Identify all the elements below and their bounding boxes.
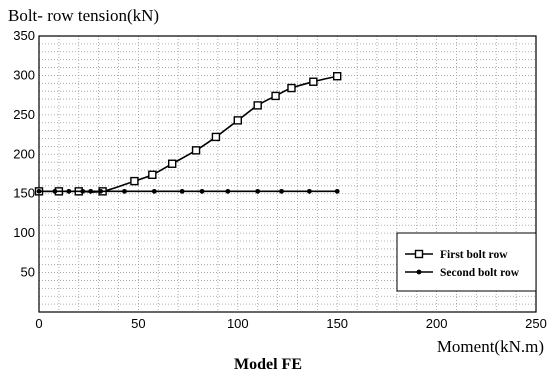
y-tick-label: 200 [13, 146, 35, 161]
series-2-point [52, 188, 58, 194]
series-1-point [130, 176, 139, 186]
series-1-point [309, 77, 318, 86]
series-2-point [122, 188, 127, 194]
series-2-point [225, 188, 231, 194]
series-2-point [306, 188, 312, 194]
series-1-point [333, 72, 342, 81]
legend-marker-1 [414, 249, 424, 259]
x-tick-label: 0 [35, 316, 42, 331]
x-tick-label: 150 [326, 316, 348, 331]
series-1-point [148, 170, 157, 179]
x-tick-label: 250 [525, 316, 547, 331]
legend-box [396, 232, 537, 292]
series-2-point [66, 188, 72, 194]
series-1-point [287, 83, 296, 93]
y-axis-title: Bolt- row tension(kN) [8, 6, 160, 25]
y-tick-label: 100 [13, 225, 35, 240]
y-tick-label: 150 [13, 186, 35, 201]
series-2-point [334, 188, 340, 194]
series-1-point [271, 91, 280, 101]
legend-label-2: Second bolt row [440, 267, 520, 279]
series-1-point [233, 116, 243, 125]
legend-marker-2 [416, 269, 422, 275]
series-2-point [80, 188, 86, 194]
x-tick-label: 50 [131, 316, 145, 331]
y-tick-label: 300 [13, 67, 35, 82]
series-2-point [98, 188, 104, 194]
y-tick-label: 250 [13, 107, 35, 122]
series-2-point [255, 188, 261, 194]
series-2-point [151, 188, 157, 194]
legend-label-1: First bolt row [440, 249, 508, 261]
x-tick-label: 200 [426, 316, 448, 331]
chart-title: Model FE [234, 356, 302, 373]
plot-frame [38, 35, 537, 313]
series-2-point [199, 188, 205, 194]
series-2-point [88, 188, 94, 194]
series-2-point [36, 188, 42, 194]
series-1-point [167, 159, 177, 168]
series-2-point [179, 188, 185, 194]
y-tick-label: 50 [21, 265, 35, 280]
series-1-point [191, 146, 201, 155]
series-1-point [253, 101, 262, 110]
x-tick-label: 100 [227, 316, 249, 331]
series-2-point [279, 188, 284, 194]
x-axis-title: Moment(kN.m) [436, 337, 544, 356]
series-1-point [211, 132, 221, 142]
y-tick-label: 350 [13, 28, 35, 43]
